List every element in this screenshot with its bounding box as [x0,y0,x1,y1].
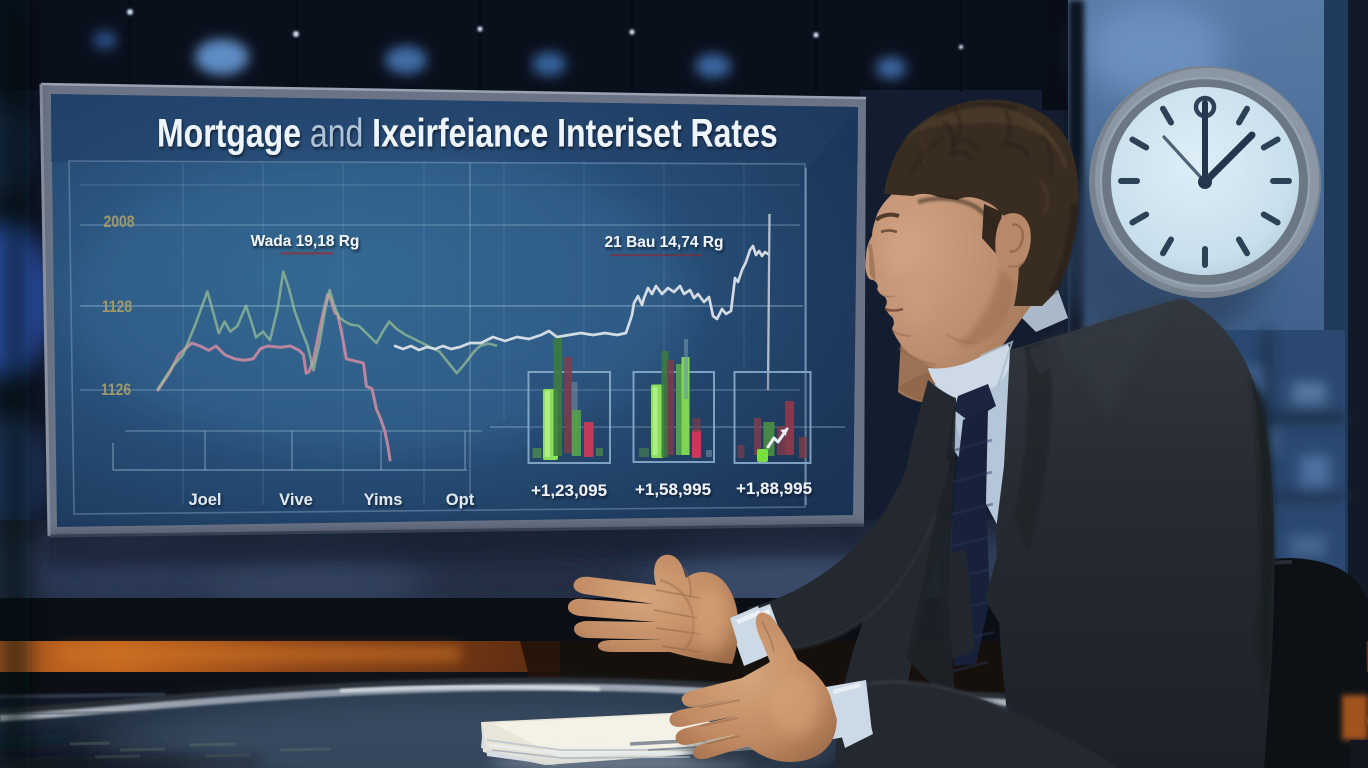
svg-text:1126: 1126 [101,381,132,400]
svg-text:Opt: Opt [446,491,475,509]
svg-text:21 Bau 14,74 Rg: 21 Bau 14,74 Rg [605,234,724,251]
svg-text:Mortgage and Ixeirfeiance Inte: Mortgage and Ixeirfeiance Interiset Rate… [157,110,778,155]
svg-text:Joel: Joel [188,491,221,509]
svg-text:Vive: Vive [279,491,313,509]
svg-text:+1,88,995: +1,88,995 [736,479,812,498]
svg-text:Yims: Yims [364,491,403,509]
svg-text:+1,58,995: +1,58,995 [635,480,711,499]
svg-text:1128: 1128 [102,298,133,317]
svg-text:+1,23,095: +1,23,095 [531,481,607,500]
svg-text:2008: 2008 [104,213,135,232]
svg-text:Wada 19,18 Rg: Wada 19,18 Rg [251,233,360,250]
